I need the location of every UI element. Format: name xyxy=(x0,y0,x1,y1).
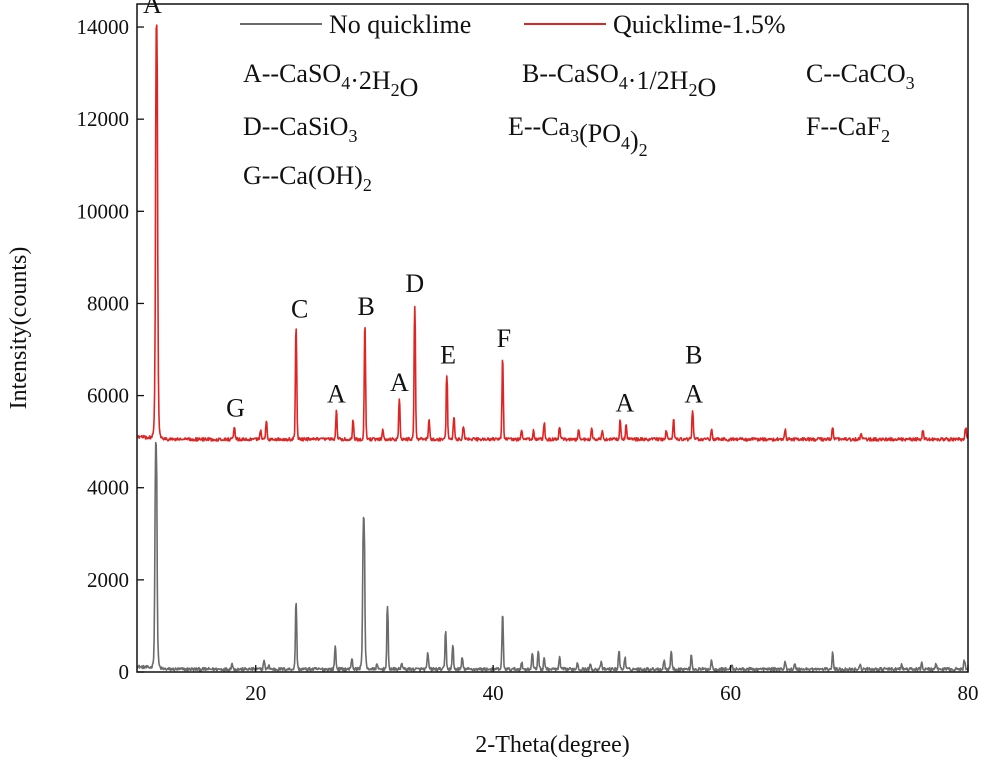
peak-label: A xyxy=(143,0,162,19)
x-axis: 20 40 60 80 xyxy=(245,665,979,705)
series-group xyxy=(136,24,969,672)
phase-legend-item: F--CaF2 xyxy=(806,112,890,146)
y-tick-label: 4000 xyxy=(87,476,129,500)
x-tick-label: 20 xyxy=(245,681,266,705)
peak-label: F xyxy=(497,324,511,353)
y-tick-label: 10000 xyxy=(77,199,130,223)
y-axis-title: Intensity(counts) xyxy=(6,247,32,410)
x-tick-label: 40 xyxy=(483,681,504,705)
plot-area xyxy=(136,24,969,672)
y-axis: 0 2000 4000 6000 8000 10000 12000 14000 xyxy=(77,15,144,684)
peak-label: E xyxy=(440,340,456,369)
phase-legend: A--CaSO4·2H2O B--CaSO4·1/2H2O C--CaCO3 D--C… xyxy=(243,59,915,195)
legend-label: No quicklime xyxy=(329,10,471,39)
phase-legend-item: A--CaSO4·2H2O xyxy=(243,59,418,102)
y-tick-label: 6000 xyxy=(87,384,129,408)
peak-label: A xyxy=(327,379,346,408)
peak-label: D xyxy=(405,269,424,298)
peak-label: C xyxy=(291,294,308,323)
legend: No quicklime Quicklime-1.5% xyxy=(240,10,786,39)
series-line xyxy=(136,441,969,672)
y-tick-label: 8000 xyxy=(87,291,129,315)
phase-legend-item: D--CaSiO3 xyxy=(243,112,357,146)
legend-label: Quicklime-1.5% xyxy=(613,10,786,39)
x-tick-label: 80 xyxy=(958,681,979,705)
phase-legend-item: B--CaSO4·1/2H2O xyxy=(522,59,716,102)
series-line xyxy=(136,24,969,442)
phase-legend-item: G--Ca(OH)2 xyxy=(243,161,372,195)
x-axis-title: 2-Theta(degree) xyxy=(475,732,630,758)
y-tick-label: 12000 xyxy=(77,107,130,131)
y-tick-label: 14000 xyxy=(77,15,130,39)
peak-label: A xyxy=(616,389,635,418)
y-tick-label: 0 xyxy=(119,660,130,684)
phase-legend-item: E--Ca3(PO4)2 xyxy=(508,112,648,160)
peak-label: B xyxy=(357,292,374,321)
phase-legend-item: C--CaCO3 xyxy=(806,59,915,93)
peak-label: A xyxy=(390,368,409,397)
peak-label: B xyxy=(685,340,702,369)
peak-label: G xyxy=(226,393,245,422)
peak-label: A xyxy=(684,379,703,408)
x-tick-label: 60 xyxy=(720,681,741,705)
plot-frame xyxy=(136,3,969,673)
y-tick-label: 2000 xyxy=(87,568,129,592)
